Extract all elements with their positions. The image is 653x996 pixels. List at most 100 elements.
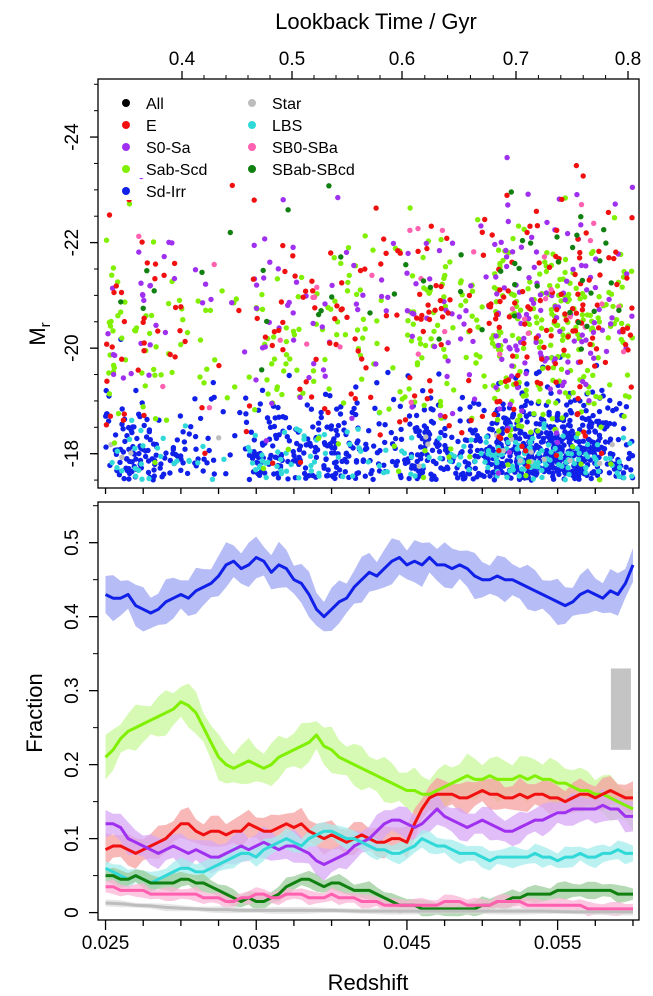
scatter-point	[322, 450, 329, 456]
scatter-point	[570, 468, 576, 474]
scatter-point	[494, 417, 501, 423]
scatter-point	[216, 435, 222, 441]
scatter-point	[503, 247, 509, 254]
scatter-point	[360, 335, 366, 341]
scatter-point	[295, 294, 301, 300]
scatter-point	[516, 313, 522, 319]
scatter-point	[594, 442, 601, 448]
scatter-point	[524, 354, 530, 360]
scatter-point	[578, 461, 584, 467]
scatter-point	[347, 441, 353, 447]
scatter-point	[523, 311, 530, 318]
scatter-point	[516, 473, 522, 479]
scatter-point	[323, 456, 329, 462]
scatter-point	[533, 314, 539, 320]
scatter-point	[593, 256, 599, 262]
scatter-point	[442, 264, 449, 270]
error-bar	[610, 668, 631, 750]
top-tick-label: 0.6	[389, 49, 415, 70]
scatter-point	[581, 373, 587, 380]
scatter-point	[167, 470, 173, 476]
scatter-point	[312, 305, 318, 311]
scatter-point	[388, 429, 394, 436]
scatter-point	[486, 320, 492, 326]
scatter-point	[262, 334, 269, 340]
scatter-point	[333, 427, 339, 434]
scatter-point	[510, 353, 516, 359]
scatter-point	[491, 411, 497, 418]
fraction-tick-label: 0.2	[62, 751, 83, 777]
scatter-point	[605, 405, 611, 411]
scatter-point	[523, 413, 530, 420]
scatter-point	[192, 267, 199, 273]
scatter-point	[172, 354, 178, 360]
scatter-point	[578, 466, 584, 472]
scatter-point	[371, 443, 377, 449]
scatter-point	[515, 372, 521, 379]
scatter-point	[353, 301, 360, 307]
scatter-point	[501, 294, 507, 300]
scatter-point	[596, 418, 602, 424]
legend-marker	[122, 165, 130, 173]
scatter-point	[565, 422, 572, 428]
scatter-point	[447, 458, 454, 464]
scatter-point	[493, 384, 499, 391]
scatter-point	[321, 431, 328, 438]
scatter-point	[276, 414, 282, 420]
scatter-point	[592, 284, 599, 291]
scatter-point	[583, 337, 589, 343]
scatter-point	[544, 219, 550, 226]
scatter-point	[539, 467, 545, 473]
fraction-lines	[104, 556, 635, 914]
scatter-point	[618, 320, 625, 327]
scatter-point	[527, 279, 533, 285]
scatter-point	[399, 396, 405, 402]
scatter-point	[424, 396, 430, 402]
scatter-point	[278, 456, 284, 463]
scatter-point	[494, 291, 500, 297]
scatter-point	[270, 460, 276, 466]
scatter-point	[471, 396, 478, 402]
scatter-point	[118, 289, 125, 296]
scatter-point	[362, 326, 368, 332]
scatter-point	[493, 316, 499, 322]
scatter-point	[461, 321, 467, 327]
scatter-point	[401, 450, 408, 456]
scatter-point	[629, 215, 635, 221]
scatter-point	[176, 297, 183, 304]
scatter-point	[545, 365, 551, 371]
redshift-tick-label: 0.045	[383, 933, 431, 954]
scatter-point	[483, 439, 489, 446]
scatter-point	[365, 459, 371, 465]
scatter-point	[302, 465, 309, 471]
scatter-point	[505, 288, 511, 294]
scatter-point	[582, 446, 588, 452]
scatter-point	[607, 321, 614, 327]
scatter-point	[599, 387, 605, 394]
legend-marker	[122, 121, 130, 129]
scatter-point	[496, 447, 502, 454]
scatter-point	[392, 435, 399, 442]
scatter-point	[505, 218, 511, 225]
scatter-point	[469, 288, 476, 294]
scatter-point	[438, 429, 444, 436]
scatter-point	[577, 249, 583, 256]
scatter-point	[605, 209, 612, 216]
scatter-point	[158, 461, 164, 467]
scatter-point	[540, 365, 546, 372]
scatter-point	[578, 214, 584, 220]
scatter-point	[321, 463, 327, 469]
scatter-point	[117, 459, 123, 466]
scatter-point	[126, 476, 132, 482]
scatter-point	[559, 424, 566, 430]
scatter-point	[547, 464, 553, 471]
scatter-point	[128, 450, 134, 456]
scatter-point	[554, 439, 561, 446]
scatter-point	[566, 471, 572, 478]
scatter-point	[197, 415, 204, 422]
scatter-point	[429, 476, 435, 482]
scatter-point	[404, 457, 410, 464]
scatter-point	[510, 467, 516, 473]
scatter-point	[363, 365, 369, 371]
scatter-point	[335, 454, 342, 460]
